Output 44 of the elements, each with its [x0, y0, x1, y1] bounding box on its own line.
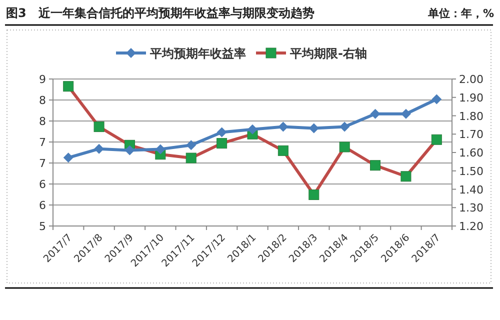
point: [400, 171, 412, 182]
y2-tick-label: 1.80: [459, 110, 484, 123]
y-tick-label: 7: [39, 136, 46, 149]
point: [186, 140, 196, 150]
chart-title: 图3 近一年集合信托的平均预期年收益率与期限变动趋势: [6, 6, 314, 20]
y-tick-label: 8: [39, 94, 46, 107]
point: [432, 94, 442, 104]
y-tick-label: 5: [39, 220, 46, 233]
y2-tick-label: 1.40: [459, 183, 484, 196]
point: [63, 152, 74, 163]
chart-subtitle: 单位：年，%: [426, 7, 494, 20]
point: [370, 160, 381, 171]
y2-tick-label: 1.20: [459, 220, 484, 233]
point: [216, 138, 228, 149]
point: [278, 122, 288, 132]
y2-tick-label: 1.30: [459, 202, 484, 215]
y2-tick-label: 1.60: [459, 146, 484, 160]
legend-label: 平均期限-右轴: [289, 46, 367, 60]
point: [308, 190, 320, 200]
point: [400, 108, 411, 119]
y-tick-label: 8: [39, 115, 46, 128]
y2-tick-label: 1.50: [459, 164, 484, 178]
point: [339, 142, 350, 152]
point: [94, 122, 104, 132]
point: [278, 145, 288, 156]
y2-tick-label: 1.90: [459, 91, 484, 104]
point: [63, 81, 74, 92]
y-tick-label: 6: [39, 199, 46, 212]
point: [370, 108, 380, 119]
point: [124, 145, 135, 156]
y-tick-label: 6: [39, 178, 46, 191]
point: [186, 152, 196, 164]
point: [216, 127, 227, 138]
point: [248, 124, 258, 134]
legend-label: 平均预期年收益率: [149, 46, 246, 60]
point: [94, 144, 104, 154]
point: [155, 144, 166, 154]
y2-tick-label: 2.00: [459, 73, 484, 86]
point: [308, 123, 319, 134]
y2-tick-label: 1.70: [459, 128, 484, 142]
y-tick-label: 9: [39, 73, 46, 86]
point: [340, 122, 350, 132]
y-tick-label: 7: [39, 157, 46, 170]
point: [431, 134, 442, 145]
